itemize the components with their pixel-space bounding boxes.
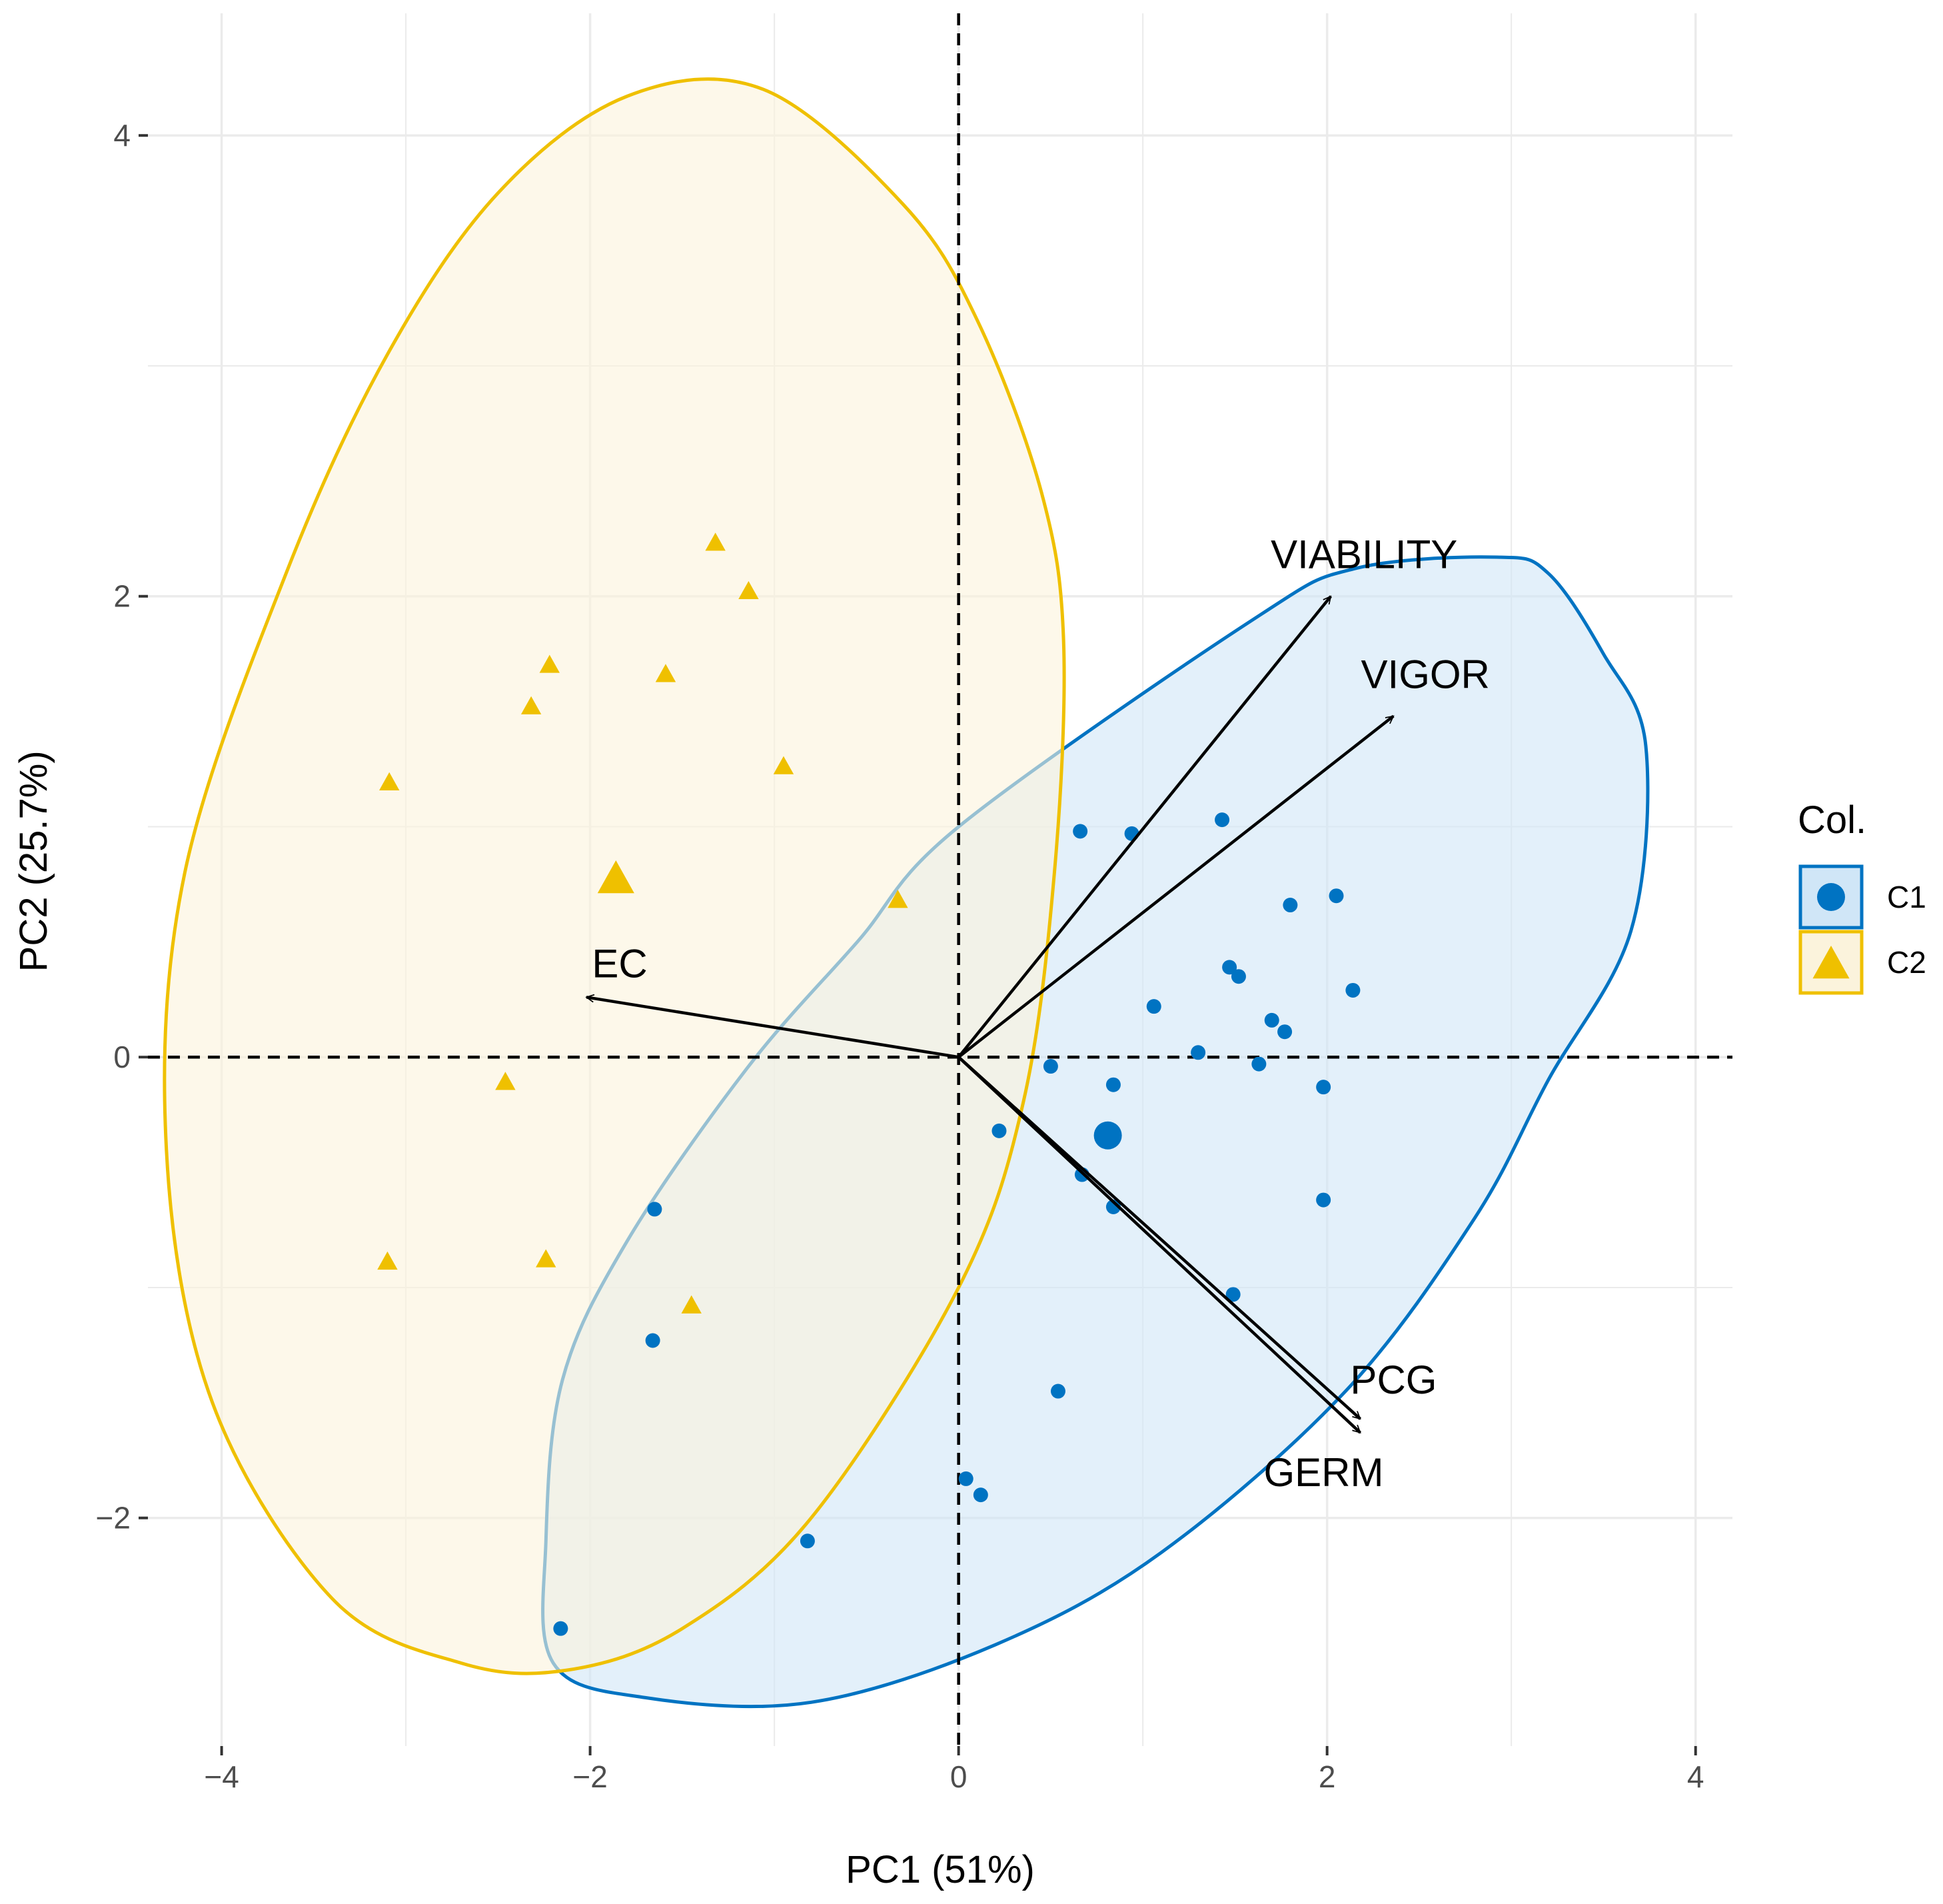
- centroid-c2: [597, 860, 634, 894]
- point-c2: [655, 664, 676, 682]
- loading-arrow-ec: [586, 997, 960, 1059]
- plot-panel: VIABILITY VIGOR EC PCG GERM: [148, 13, 1732, 1746]
- legend-circle-icon: [1817, 883, 1845, 911]
- point-c2: [773, 756, 794, 774]
- point-c1: [1043, 1059, 1058, 1074]
- point-c1: [1050, 1384, 1065, 1399]
- point-c1: [1073, 824, 1088, 839]
- point-c2: [536, 1249, 556, 1268]
- x-axis-title: PC1 (51%): [846, 1848, 1035, 1891]
- loading-label-ec: EC: [592, 941, 647, 986]
- y-tick-label: −2: [96, 1501, 131, 1535]
- x-tick-label: 4: [1687, 1759, 1704, 1794]
- point-c1: [1251, 1056, 1267, 1072]
- point-c1: [1231, 969, 1246, 984]
- point-c1: [958, 1471, 973, 1486]
- loading-arrow-vigor: [958, 714, 1394, 1058]
- legend-item-c1: C1: [1798, 864, 1926, 930]
- point-c1: [973, 1487, 988, 1503]
- legend-triangle-icon: [1812, 946, 1850, 979]
- loading-label-vigor: VIGOR: [1361, 652, 1490, 697]
- point-c1: [991, 1123, 1007, 1138]
- loading-label-viability: VIABILITY: [1271, 532, 1457, 577]
- point-c1: [647, 1202, 662, 1217]
- point-c1: [645, 1333, 660, 1348]
- legend-title: Col.: [1798, 798, 1866, 842]
- point-c1: [1146, 999, 1161, 1014]
- point-c1: [1225, 1287, 1241, 1302]
- point-c1: [1215, 812, 1230, 828]
- point-c2: [539, 654, 560, 673]
- point-c1: [1264, 1012, 1279, 1028]
- centroid-c1: [1093, 1121, 1122, 1150]
- point-c2: [495, 1072, 516, 1090]
- point-c2: [888, 890, 908, 908]
- loading-arrow-germ: [958, 1056, 1361, 1434]
- x-tick-label: 2: [1319, 1759, 1336, 1794]
- y-tick-label: 2: [113, 579, 131, 614]
- legend-item-c2: C2: [1798, 930, 1926, 995]
- loading-label-germ: GERM: [1263, 1450, 1383, 1495]
- point-c2: [377, 1251, 398, 1270]
- y-tick-label: 4: [113, 118, 131, 153]
- point-c2: [705, 532, 726, 551]
- x-tick-label: −4: [204, 1759, 239, 1794]
- legend: Col. C1 C2: [1798, 798, 1926, 995]
- point-c1: [1191, 1045, 1206, 1060]
- point-c2: [738, 580, 759, 600]
- loading-label-pcg: PCG: [1350, 1358, 1437, 1402]
- point-c2: [520, 696, 542, 714]
- point-c1: [1345, 982, 1361, 998]
- point-c1: [1222, 960, 1237, 975]
- point-c1: [800, 1533, 815, 1549]
- point-c2: [379, 772, 400, 790]
- point-c1: [553, 1621, 568, 1636]
- y-tick-label: 0: [113, 1040, 131, 1074]
- point-c1: [1316, 1080, 1331, 1095]
- loading-arrow-viability: [957, 596, 1332, 1058]
- x-tick-label: −2: [572, 1759, 607, 1794]
- x-tick-label: 0: [950, 1759, 968, 1794]
- loading-arrow-pcg: [958, 1056, 1361, 1420]
- point-c1: [1329, 888, 1344, 904]
- legend-label-c1: C1: [1887, 880, 1926, 914]
- point-c1: [1283, 898, 1298, 913]
- point-c1: [1105, 1077, 1121, 1092]
- point-c2: [681, 1295, 702, 1314]
- point-c1: [1124, 826, 1139, 841]
- point-c1: [1277, 1024, 1293, 1040]
- axes: −4 −2 0 2 4 −2 0 2 4 PC1 (51%) PC2 (25.7%): [12, 118, 1704, 1891]
- y-axis-title: PC2 (25.7%): [12, 750, 55, 972]
- point-c1: [1316, 1192, 1331, 1208]
- legend-label-c2: C2: [1887, 945, 1926, 980]
